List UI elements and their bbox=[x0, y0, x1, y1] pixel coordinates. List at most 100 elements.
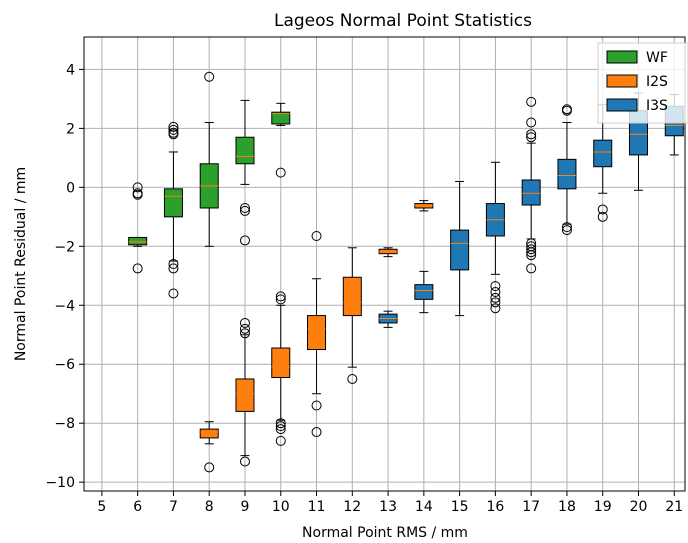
y-tick-label: −2 bbox=[54, 239, 75, 255]
box-body bbox=[521, 179, 541, 206]
legend-swatch-i2s bbox=[606, 74, 638, 88]
legend-label-i3s: I3S bbox=[646, 98, 668, 114]
outlier-point bbox=[239, 202, 250, 213]
x-tick-label: 13 bbox=[379, 499, 397, 515]
outlier-point bbox=[168, 129, 179, 140]
box-i3s-16 bbox=[485, 161, 505, 314]
y-tick-label: 4 bbox=[66, 62, 75, 78]
outlier-point bbox=[168, 121, 179, 132]
box-wf-6 bbox=[128, 182, 148, 274]
outlier-point bbox=[526, 250, 537, 261]
outlier-point bbox=[490, 292, 501, 303]
outlier-point bbox=[275, 435, 286, 446]
x-tick-label: 16 bbox=[486, 499, 504, 515]
outlier-point bbox=[275, 294, 286, 305]
box-i3s-13 bbox=[378, 310, 398, 328]
box-body bbox=[163, 188, 183, 218]
box-body bbox=[235, 136, 255, 165]
outlier-point bbox=[275, 291, 286, 302]
box-i3s-15 bbox=[450, 180, 470, 317]
x-tick-label: 10 bbox=[272, 499, 290, 515]
outlier-point bbox=[132, 182, 143, 193]
outlier-point bbox=[132, 263, 143, 274]
outlier-point bbox=[597, 204, 608, 215]
plot-frame bbox=[83, 36, 686, 492]
outlier-point bbox=[239, 328, 250, 339]
box-body bbox=[235, 378, 255, 412]
outlier-point bbox=[168, 288, 179, 299]
chart-title: Lageos Normal Point Statistics bbox=[274, 11, 532, 31]
legend-swatch-wf bbox=[606, 50, 638, 64]
outlier-point bbox=[526, 247, 537, 258]
outlier-point bbox=[526, 244, 537, 255]
outlier-point bbox=[204, 462, 215, 473]
box-body bbox=[414, 284, 434, 300]
box-wf-8 bbox=[199, 71, 219, 247]
box-body bbox=[450, 229, 470, 271]
outlier-point bbox=[311, 400, 322, 411]
outlier-point bbox=[561, 105, 572, 116]
box-i2s-11 bbox=[307, 230, 327, 438]
box-body bbox=[557, 158, 577, 190]
x-axis-ticks: 5 6 7 8 9 10 11 12 13 14 15 16 17 18 19 20 21 bbox=[97, 491, 683, 515]
y-tick-label: 2 bbox=[66, 121, 75, 137]
box-body bbox=[378, 248, 398, 255]
legend-label-i2s: I2S bbox=[646, 74, 668, 90]
outlier-point bbox=[526, 96, 537, 107]
box-body bbox=[593, 139, 613, 168]
outlier-point bbox=[490, 297, 501, 308]
box-i2s-12 bbox=[342, 247, 362, 384]
outlier-point bbox=[347, 373, 358, 384]
box-body bbox=[128, 236, 148, 246]
outlier-point bbox=[275, 424, 286, 435]
y-tick-label: 0 bbox=[66, 180, 75, 196]
outlier-point bbox=[239, 235, 250, 246]
y-tick-label: −4 bbox=[54, 298, 75, 314]
box-i2s-8 bbox=[199, 421, 219, 473]
y-axis-ticks: −10 −8 −6 −4 −2 0 2 4 bbox=[45, 62, 84, 491]
x-tick-label: 11 bbox=[308, 499, 326, 515]
outlier-point bbox=[168, 263, 179, 274]
box-i2s-14 bbox=[414, 200, 434, 212]
x-tick-label: 7 bbox=[169, 499, 178, 515]
boxes-layer bbox=[128, 71, 684, 473]
legend-label-wf: WF bbox=[646, 50, 668, 66]
outlier-point bbox=[311, 230, 322, 241]
legend-swatch-i3s bbox=[606, 98, 638, 112]
outlier-point bbox=[275, 418, 286, 429]
outlier-point bbox=[561, 222, 572, 233]
box-i3s-17 bbox=[521, 96, 541, 274]
outlier-point bbox=[490, 303, 501, 314]
y-tick-label: −8 bbox=[54, 416, 75, 432]
box-body bbox=[271, 347, 291, 378]
outlier-point bbox=[275, 421, 286, 432]
outlier-point bbox=[204, 71, 215, 82]
x-tick-label: 17 bbox=[522, 499, 540, 515]
box-i2s-9 bbox=[235, 317, 255, 467]
outlier-point bbox=[239, 323, 250, 334]
x-axis-label: Normal Point RMS / mm bbox=[302, 525, 468, 541]
outlier-point bbox=[597, 211, 608, 222]
box-wf-7 bbox=[163, 121, 183, 299]
outlier-point bbox=[526, 129, 537, 140]
x-tick-label: 18 bbox=[558, 499, 576, 515]
box-i3s-18 bbox=[557, 104, 577, 236]
outlier-point bbox=[311, 427, 322, 438]
outlier-point bbox=[275, 167, 286, 178]
outlier-point bbox=[526, 263, 537, 274]
outlier-point bbox=[168, 259, 179, 269]
x-tick-label: 9 bbox=[241, 499, 250, 515]
box-i3s-19 bbox=[593, 104, 613, 222]
x-tick-label: 20 bbox=[630, 499, 648, 515]
outlier-point bbox=[239, 456, 250, 467]
box-wf-9 bbox=[235, 99, 255, 246]
x-tick-label: 8 bbox=[205, 499, 214, 515]
legend: WF I2S I3S bbox=[597, 42, 688, 124]
outlier-point bbox=[490, 281, 501, 292]
outlier-point bbox=[526, 117, 537, 128]
x-tick-label: 15 bbox=[451, 499, 469, 515]
box-wf-10 bbox=[271, 102, 291, 178]
box-body bbox=[199, 428, 219, 439]
box-i2s-10 bbox=[271, 291, 291, 446]
x-tick-label: 19 bbox=[594, 499, 612, 515]
